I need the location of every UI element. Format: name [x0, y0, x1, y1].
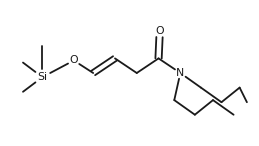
Text: O: O: [155, 26, 164, 36]
Text: O: O: [69, 55, 78, 66]
Text: N: N: [176, 68, 184, 78]
Text: Si: Si: [37, 72, 47, 82]
